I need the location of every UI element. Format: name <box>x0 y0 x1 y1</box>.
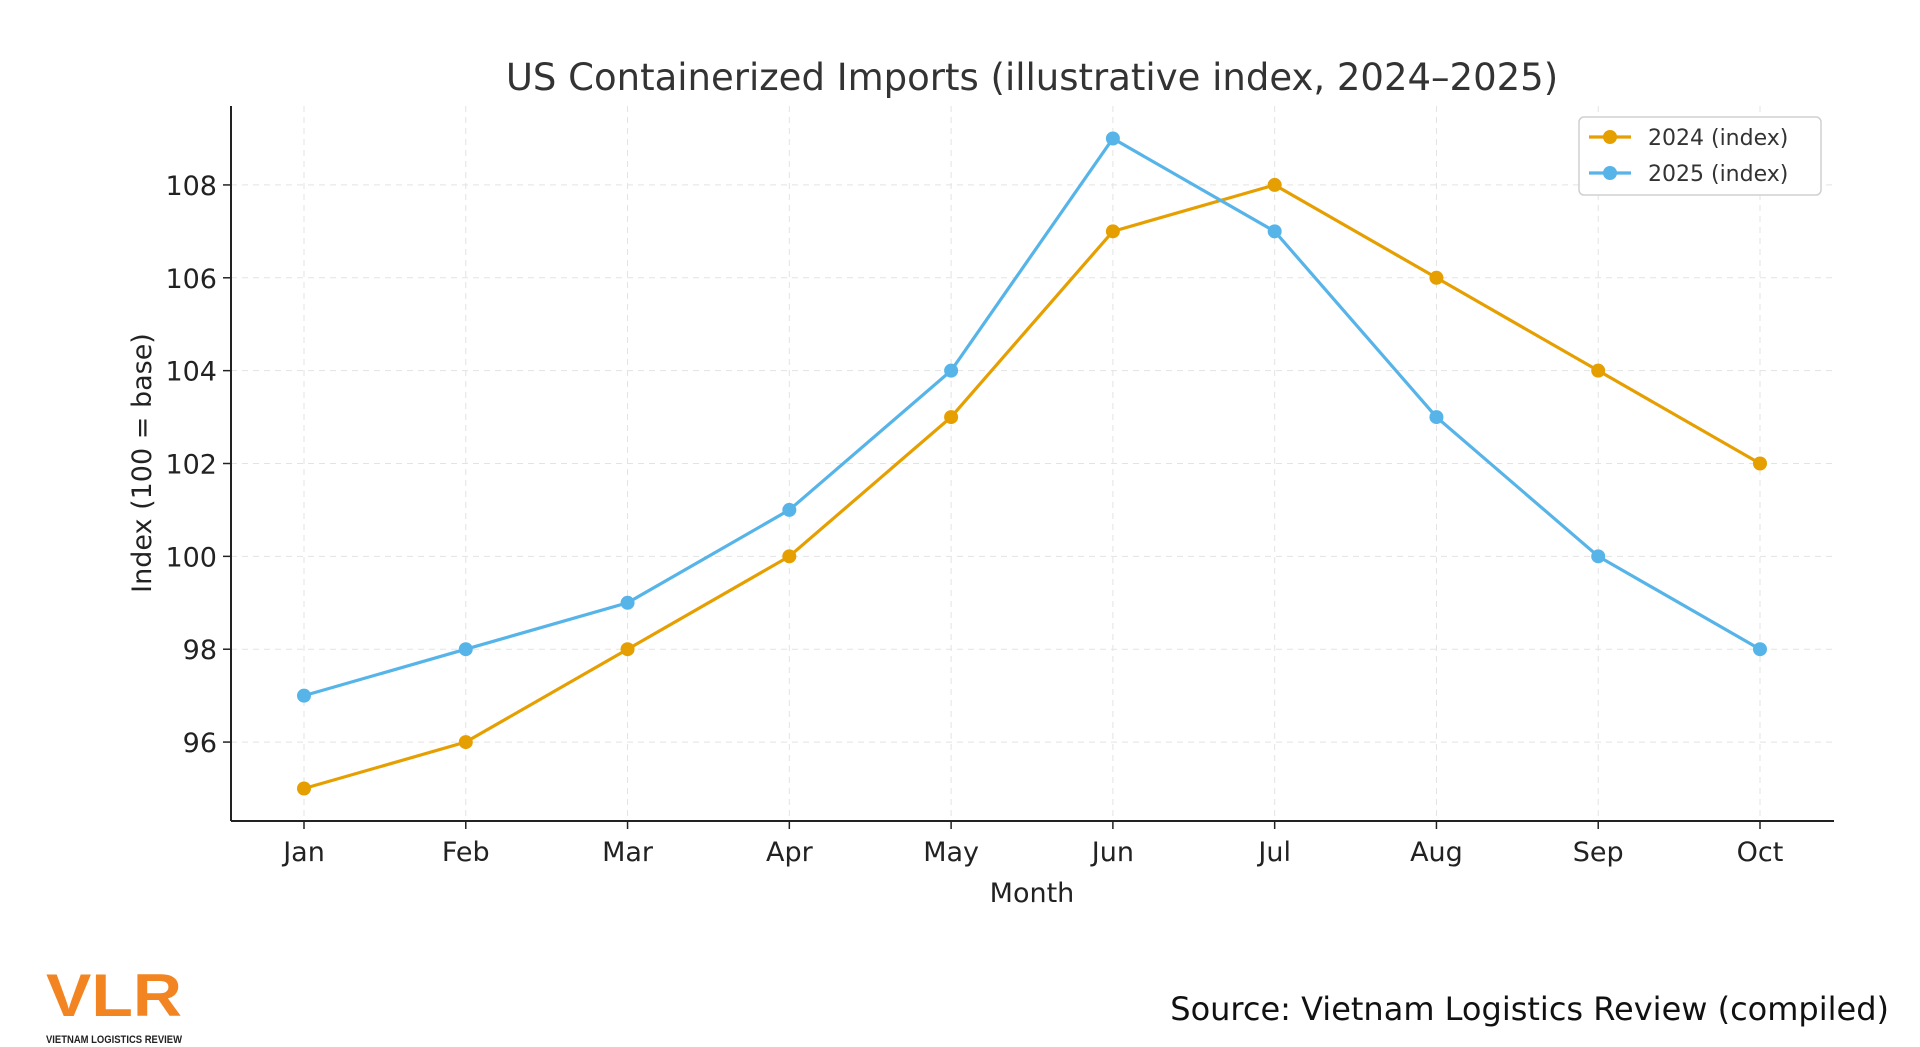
data-point <box>1429 410 1444 425</box>
data-point <box>620 595 635 610</box>
data-point <box>1591 549 1606 564</box>
data-point <box>1429 270 1444 285</box>
chart-title: US Containerized Imports (illustrative i… <box>506 56 1558 99</box>
series-line <box>303 183 1761 791</box>
x-tick-label: Sep <box>1573 837 1624 868</box>
data-point <box>297 781 311 796</box>
data-point <box>1753 642 1767 657</box>
legend-marker <box>1603 166 1617 180</box>
y-tick-label: 102 <box>165 450 217 481</box>
y-tick-label: 98 <box>183 635 217 666</box>
logo-mark: VLR <box>46 966 182 1029</box>
data-point <box>458 642 473 657</box>
x-tick-label: Jun <box>1090 837 1134 868</box>
legend: 2024 (index) 2025 (index) <box>1578 116 1822 196</box>
x-tick-label: Jul <box>1256 837 1291 868</box>
data-point <box>944 410 959 425</box>
x-tick-label: Apr <box>766 837 814 868</box>
x-tick-label: Oct <box>1737 837 1784 868</box>
data-point <box>782 502 797 517</box>
x-axis-label: Month <box>990 878 1075 909</box>
data-point <box>1753 456 1767 471</box>
series-line <box>303 136 1761 698</box>
legend-label: 2025 (index) <box>1648 162 1788 187</box>
y-tick-label: 100 <box>165 542 217 573</box>
x-tick-label: Aug <box>1410 837 1463 868</box>
series-2024 <box>297 177 1767 796</box>
series-2025 <box>297 131 1767 703</box>
data-point <box>1267 224 1282 239</box>
x-tick-label: Mar <box>602 837 654 868</box>
data-point <box>782 549 797 564</box>
y-tick-label: 108 <box>165 171 217 202</box>
y-tick-label: 104 <box>165 357 217 388</box>
x-tick-label: Jan <box>281 837 325 868</box>
data-point <box>1267 177 1282 192</box>
vlr-logo: VLR VIETNAM LOGISTICS REVIEW <box>46 966 183 1046</box>
source-note: Source: Vietnam Logistics Review (compil… <box>1170 990 1889 1028</box>
logo-tagline: VIETNAM LOGISTICS REVIEW <box>46 1034 183 1046</box>
series <box>297 131 1767 796</box>
data-point <box>1105 131 1120 146</box>
y-axis-label: Index (100 = base) <box>127 333 158 593</box>
axes <box>230 106 1834 822</box>
x-tick-label: Feb <box>442 837 490 868</box>
y-tick-label: 96 <box>183 728 217 759</box>
data-point <box>1105 224 1120 239</box>
grid <box>231 106 1834 821</box>
data-point <box>297 688 311 703</box>
ticks: Jan Feb Mar Apr May Jun Jul Aug Sep Oct 96 98 100 102… <box>165 171 1783 868</box>
data-point <box>1591 363 1606 378</box>
legend-label: 2024 (index) <box>1648 126 1788 151</box>
x-tick-label: May <box>923 837 979 868</box>
legend-box <box>1578 116 1822 196</box>
data-point <box>620 642 635 657</box>
y-tick-label: 106 <box>165 264 217 295</box>
legend-marker <box>1603 130 1617 144</box>
data-point <box>458 735 473 750</box>
data-point <box>944 363 959 378</box>
